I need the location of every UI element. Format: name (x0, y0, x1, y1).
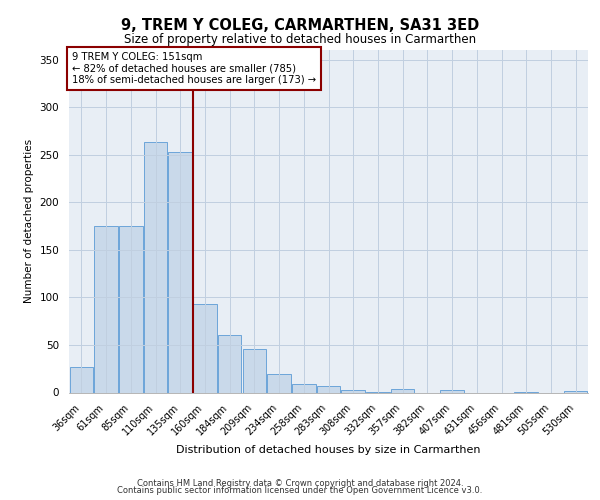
Bar (242, 348, 266, 393)
Text: 9, TREM Y COLEG, CARMARTHEN, SA31 3ED: 9, TREM Y COLEG, CARMARTHEN, SA31 3ED (121, 18, 479, 32)
Text: Size of property relative to detached houses in Carmarthen: Size of property relative to detached ho… (124, 32, 476, 46)
X-axis label: Distribution of detached houses by size in Carmarthen: Distribution of detached houses by size … (176, 446, 481, 456)
Bar (169, 152, 192, 392)
Bar (440, 390, 464, 392)
Bar (193, 304, 217, 392)
Bar (292, 384, 316, 392)
Bar (564, 390, 587, 392)
Bar (119, 226, 143, 392)
Bar (391, 388, 415, 392)
Bar (268, 374, 291, 392)
Bar (94, 226, 118, 392)
Text: Contains public sector information licensed under the Open Government Licence v3: Contains public sector information licen… (118, 486, 482, 495)
Bar (144, 142, 167, 392)
Bar (341, 390, 365, 392)
Y-axis label: Number of detached properties: Number of detached properties (24, 139, 34, 304)
Text: 9 TREM Y COLEG: 151sqm
← 82% of detached houses are smaller (785)
18% of semi-de: 9 TREM Y COLEG: 151sqm ← 82% of detached… (71, 52, 316, 85)
Bar (70, 367, 93, 392)
Text: Contains HM Land Registry data © Crown copyright and database right 2024.: Contains HM Land Registry data © Crown c… (137, 478, 463, 488)
Bar (317, 386, 340, 392)
Bar (218, 336, 241, 392)
